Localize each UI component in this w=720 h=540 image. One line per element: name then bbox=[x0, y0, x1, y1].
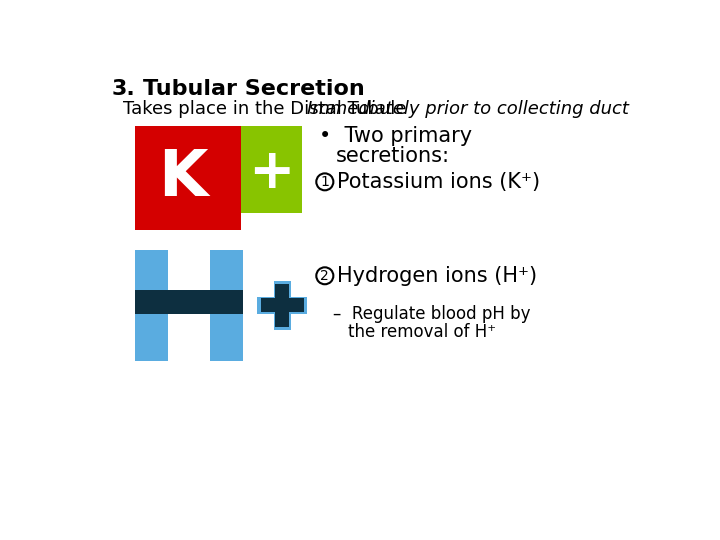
Bar bbox=[261, 299, 304, 312]
Text: 3.: 3. bbox=[112, 79, 135, 99]
Text: K: K bbox=[158, 147, 207, 210]
Text: –  Regulate blood pH by: – Regulate blood pH by bbox=[333, 305, 530, 323]
Text: +: + bbox=[248, 146, 294, 200]
Text: Hydrogen ions (H⁺): Hydrogen ions (H⁺) bbox=[337, 266, 537, 286]
Bar bbox=[275, 284, 289, 327]
Bar bbox=[135, 290, 243, 314]
Text: 1: 1 bbox=[320, 175, 329, 189]
Bar bbox=[135, 126, 241, 231]
Bar bbox=[261, 299, 304, 312]
Text: Immediately prior to collecting duct: Immediately prior to collecting duct bbox=[307, 100, 629, 118]
Text: Tubular Secretion: Tubular Secretion bbox=[143, 79, 364, 99]
Bar bbox=[210, 249, 243, 361]
Text: 2: 2 bbox=[320, 269, 329, 283]
Text: Potassium ions (K⁺): Potassium ions (K⁺) bbox=[337, 172, 540, 192]
Text: Takes place in the Distal Tubule: Takes place in the Distal Tubule bbox=[122, 100, 412, 118]
Text: •  Two primary: • Two primary bbox=[319, 126, 472, 146]
Bar bbox=[258, 297, 307, 314]
Text: the removal of H⁺: the removal of H⁺ bbox=[348, 323, 496, 341]
Bar bbox=[274, 281, 291, 330]
Text: secretions:: secretions: bbox=[336, 146, 450, 166]
Bar bbox=[241, 126, 302, 213]
Bar bbox=[275, 284, 289, 327]
Bar bbox=[135, 249, 168, 361]
